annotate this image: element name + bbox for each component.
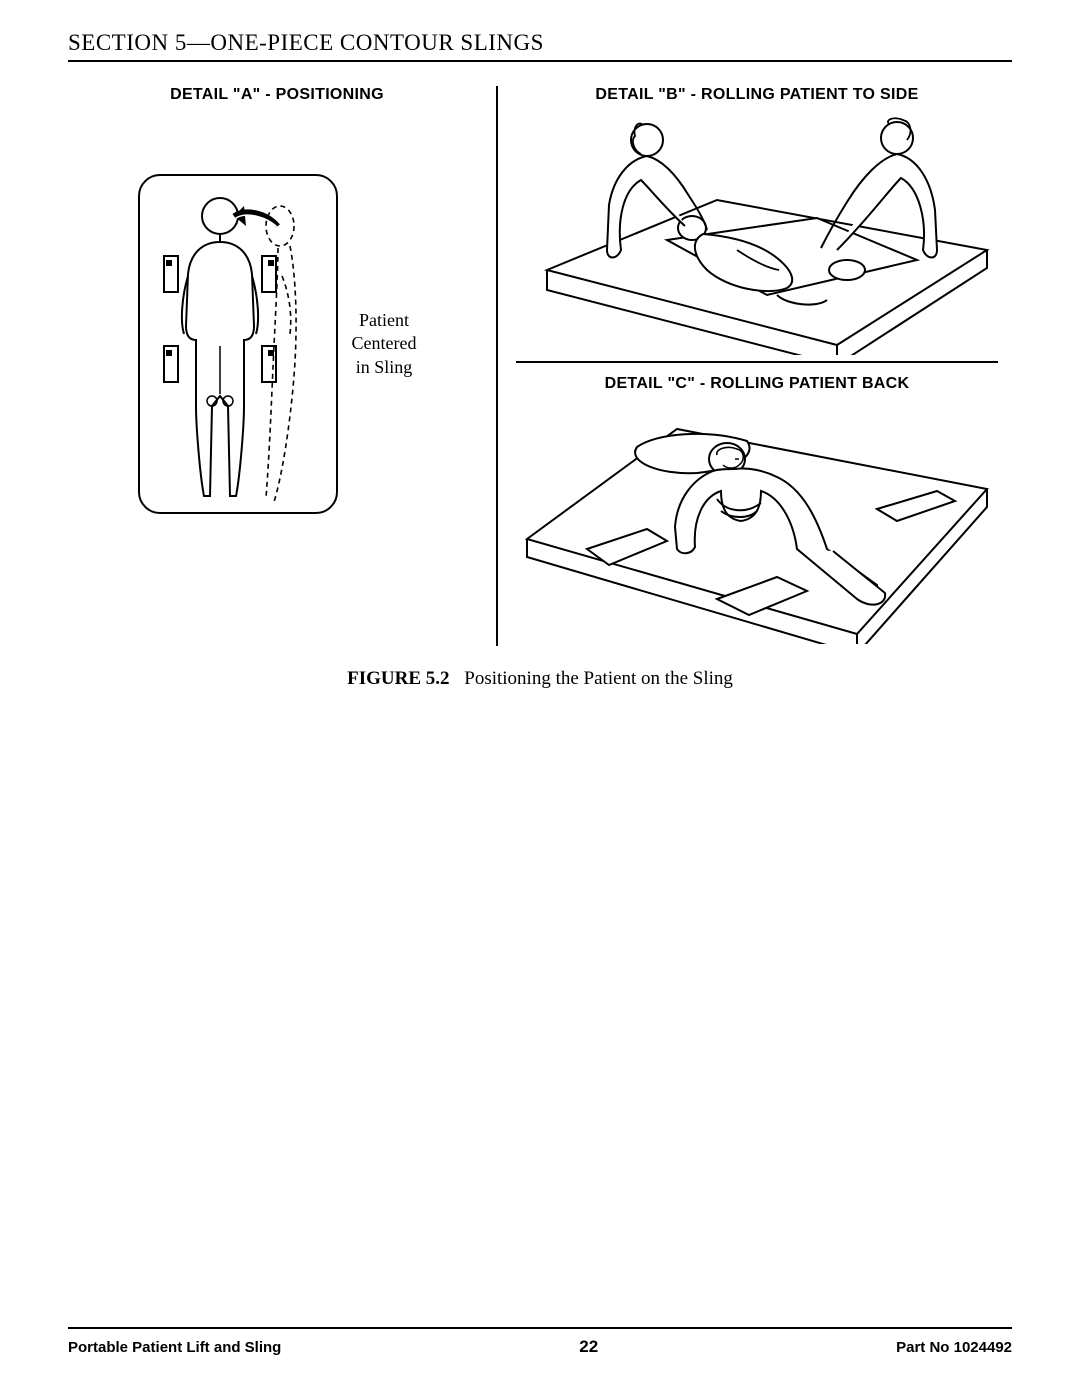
footer-page-number: 22 bbox=[579, 1337, 598, 1357]
detail-a-column: DETAIL "A" - POSITIONING bbox=[68, 86, 498, 646]
page-header: SECTION 5—ONE-PIECE CONTOUR SLINGS bbox=[68, 30, 1012, 62]
detail-a-illustration bbox=[138, 174, 338, 514]
detail-a-wrap: Patient Centered in Sling bbox=[138, 174, 417, 514]
detail-b-illustration bbox=[516, 110, 998, 355]
figure-label: FIGURE 5.2 bbox=[347, 668, 449, 689]
footer-part-number: Part No 1024492 bbox=[896, 1339, 1012, 1356]
figure-caption-text: Positioning the Patient on the Sling bbox=[464, 668, 733, 689]
right-column: DETAIL "B" - ROLLING PATIENT TO SIDE bbox=[498, 86, 998, 646]
manual-page: SECTION 5—ONE-PIECE CONTOUR SLINGS DETAI… bbox=[0, 0, 1080, 1397]
footer-doc-title: Portable Patient Lift and Sling bbox=[68, 1339, 281, 1356]
detail-b-title: DETAIL "B" - ROLLING PATIENT TO SIDE bbox=[516, 86, 998, 104]
detail-c-illustration bbox=[516, 399, 998, 644]
figure-area: DETAIL "A" - POSITIONING bbox=[68, 86, 1012, 646]
detail-c-title: DETAIL "C" - ROLLING PATIENT BACK bbox=[516, 375, 998, 393]
figure-caption: FIGURE 5.2 Positioning the Patient on th… bbox=[68, 668, 1012, 690]
section-title: SECTION 5—ONE-PIECE CONTOUR SLINGS bbox=[68, 30, 1012, 56]
detail-a-title: DETAIL "A" - POSITIONING bbox=[170, 86, 384, 104]
page-footer: Portable Patient Lift and Sling 22 Part … bbox=[68, 1327, 1012, 1357]
detail-a-callout: Patient Centered in Sling bbox=[352, 309, 417, 379]
